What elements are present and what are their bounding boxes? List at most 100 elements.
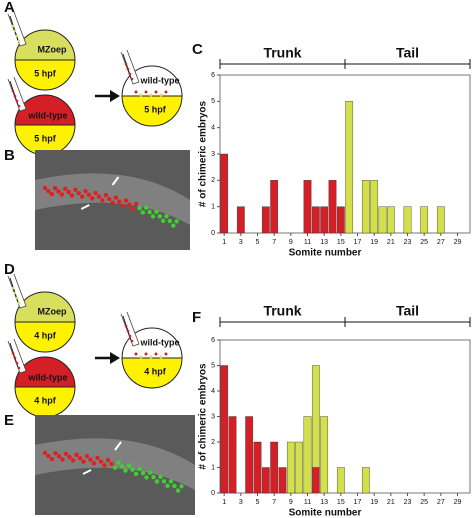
embryo-blastoderm — [14, 29, 76, 61]
cell — [15, 296, 19, 300]
cell — [126, 329, 130, 333]
bar — [361, 180, 370, 234]
cell — [77, 455, 83, 461]
cell — [67, 454, 72, 460]
cell — [98, 459, 104, 464]
bar — [320, 206, 329, 234]
cell — [171, 223, 176, 228]
cell — [113, 195, 119, 200]
annotation: Tail — [396, 45, 419, 61]
cell — [15, 34, 19, 38]
cell — [46, 453, 51, 459]
cell — [95, 455, 100, 461]
cell — [112, 465, 118, 470]
cell — [164, 90, 168, 94]
cell — [130, 77, 134, 81]
embryo-yolk — [14, 59, 76, 91]
pipette — [7, 76, 27, 112]
cell — [42, 450, 48, 456]
arrow-head — [110, 352, 120, 364]
cell — [11, 24, 15, 28]
x-tick-label: 17 — [354, 499, 362, 506]
y-tick-label: 3 — [211, 151, 215, 158]
cell — [116, 460, 121, 465]
cell — [11, 89, 15, 93]
cell — [144, 352, 148, 356]
bar — [370, 180, 379, 234]
embryo-blastoderm — [14, 291, 76, 323]
x-tick-label: 13 — [320, 239, 328, 246]
embryo-blastoderm — [14, 94, 76, 126]
cell — [158, 474, 163, 480]
cell — [127, 202, 132, 207]
cell — [15, 99, 19, 103]
x-axis-label: Somite number — [289, 508, 362, 518]
y-tick-label: 3 — [211, 413, 215, 420]
x-tick-label: 3 — [239, 239, 243, 246]
cell — [128, 334, 132, 338]
y-tick-label: 5 — [211, 362, 215, 369]
x-tick-label: 29 — [454, 499, 462, 506]
donor-name: MZoep — [38, 306, 67, 316]
cell — [130, 339, 134, 343]
cell — [74, 452, 79, 457]
donor-stage: 5 hpf — [34, 68, 57, 78]
x-tick-label: 19 — [370, 499, 378, 506]
cell — [124, 62, 128, 66]
cell — [123, 198, 129, 203]
cell — [100, 198, 105, 203]
embryo-blastoderm — [121, 65, 183, 97]
cell — [17, 104, 21, 108]
cell — [93, 190, 98, 196]
x-tick-label: 7 — [272, 499, 276, 506]
cell — [151, 474, 156, 480]
cell — [126, 67, 130, 71]
panel-letter: C — [192, 41, 203, 58]
cell — [144, 475, 149, 480]
cell — [15, 361, 19, 365]
embryo-blastoderm — [121, 327, 183, 359]
cell — [13, 94, 17, 98]
pipette — [7, 273, 27, 309]
plot-frame — [219, 74, 471, 234]
cell — [164, 352, 168, 356]
cell — [59, 192, 65, 197]
x-tick-label: 5 — [256, 239, 260, 246]
bar — [436, 206, 445, 234]
bar — [220, 365, 229, 494]
bar — [320, 416, 329, 494]
y-tick-label: 1 — [211, 204, 215, 211]
x-tick-label: 29 — [454, 239, 462, 246]
cell — [133, 201, 139, 207]
cell — [63, 451, 69, 456]
x-tick-label: 27 — [437, 499, 445, 506]
x-tick-label: 7 — [272, 239, 276, 246]
bar — [361, 467, 370, 494]
x-tick-label: 3 — [239, 499, 243, 506]
cell — [79, 194, 85, 199]
cell — [157, 214, 162, 219]
embryo-body — [35, 173, 190, 225]
pipette — [7, 338, 27, 374]
x-tick-label: 15 — [337, 239, 345, 246]
arrow — [114, 441, 122, 451]
annotation: Trunk — [263, 45, 301, 61]
cell — [96, 194, 102, 199]
bar — [386, 206, 395, 234]
cell — [103, 192, 108, 198]
bar — [378, 206, 387, 234]
cell — [134, 90, 138, 94]
arrow — [82, 469, 92, 475]
x-tick-label: 9 — [289, 239, 293, 246]
bar — [420, 206, 429, 234]
cell — [140, 470, 146, 476]
bar — [270, 180, 279, 234]
cell — [128, 72, 132, 76]
cell — [120, 203, 125, 208]
arrow — [111, 176, 120, 186]
x-tick-label: 11 — [304, 239, 311, 246]
arrow — [80, 204, 90, 210]
cell — [140, 210, 146, 215]
y-tick-label: 6 — [211, 72, 215, 79]
